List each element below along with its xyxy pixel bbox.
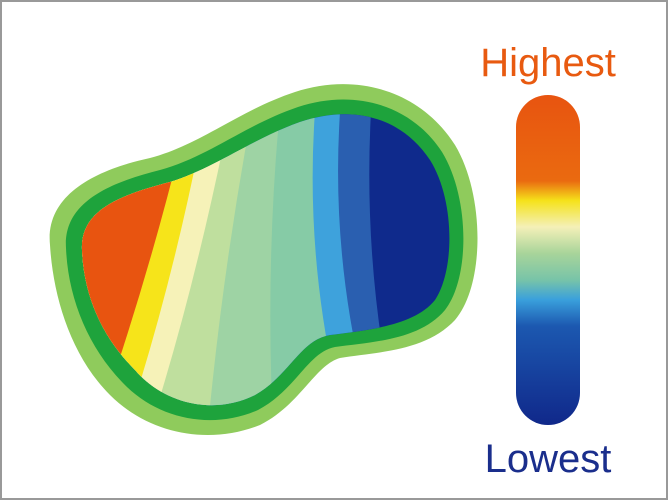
color-scale (516, 95, 580, 425)
low-label: Lowest (485, 437, 612, 481)
high-label: Highest (480, 41, 616, 85)
